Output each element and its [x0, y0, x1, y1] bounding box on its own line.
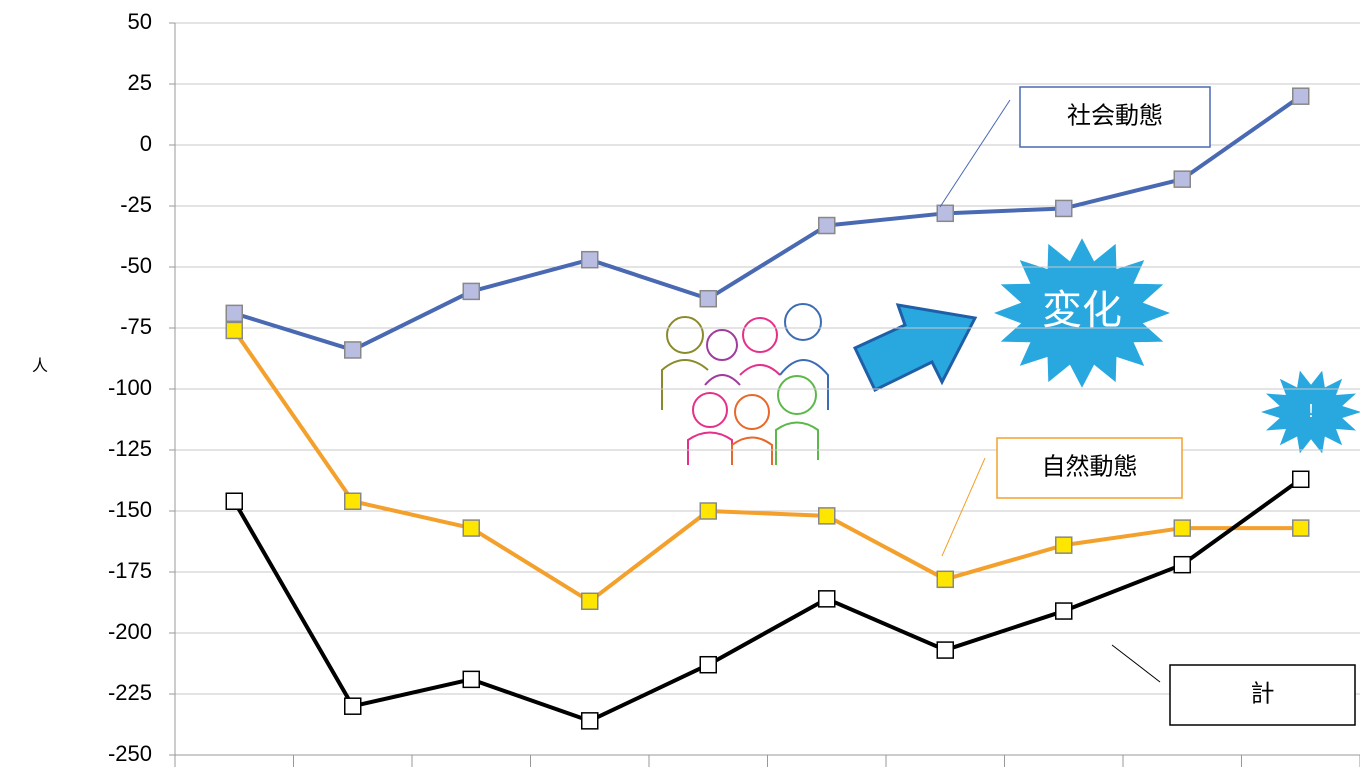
y-tick-label: 50: [128, 9, 152, 34]
data-marker: [1056, 603, 1072, 619]
data-marker: [700, 503, 716, 519]
data-marker: [226, 493, 242, 509]
y-tick-label: -100: [108, 375, 152, 400]
y-tick-label: 25: [128, 70, 152, 95]
legend-label: 社会動態: [1067, 102, 1163, 129]
legend-label: 計: [1251, 680, 1275, 707]
legend-label: 自然動態: [1042, 453, 1138, 480]
data-marker: [819, 591, 835, 607]
data-marker: [819, 218, 835, 234]
data-marker: [1293, 88, 1309, 104]
y-tick-label: 0: [140, 131, 152, 156]
page: {"chart_data": {"type": "line", "y_label…: [0, 0, 1360, 772]
data-marker: [582, 252, 598, 268]
data-marker: [345, 493, 361, 509]
data-marker: [1056, 537, 1072, 553]
y-tick-label: -250: [108, 741, 152, 766]
data-marker: [463, 283, 479, 299]
callout-line: [1112, 645, 1160, 682]
callout-line: [940, 100, 1010, 207]
burst-text: !: [1308, 401, 1313, 421]
data-marker: [345, 342, 361, 358]
data-marker: [937, 571, 953, 587]
data-marker: [582, 593, 598, 609]
data-marker: [226, 305, 242, 321]
y-tick-label: -125: [108, 436, 152, 461]
y-tick-label: -75: [120, 314, 152, 339]
y-axis-label: 人: [32, 357, 48, 375]
data-marker: [226, 322, 242, 338]
y-tick-label: -50: [120, 253, 152, 278]
data-marker: [700, 657, 716, 673]
series-line: [234, 479, 1301, 721]
y-tick-label: -225: [108, 680, 152, 705]
data-marker: [1056, 200, 1072, 216]
y-tick-label: -25: [120, 192, 152, 217]
burst-text: 変化: [1042, 289, 1122, 333]
data-marker: [1293, 471, 1309, 487]
data-marker: [937, 205, 953, 221]
data-marker: [937, 642, 953, 658]
chart: 人 変化 ! -250-225-200-175-150-125-100-75-5…: [0, 0, 1360, 767]
callout-line: [942, 458, 985, 556]
y-tick-label: -150: [108, 497, 152, 522]
data-marker: [1293, 520, 1309, 536]
data-marker: [463, 671, 479, 687]
data-marker: [1174, 520, 1190, 536]
data-marker: [700, 291, 716, 307]
data-marker: [1174, 171, 1190, 187]
y-tick-label: -175: [108, 558, 152, 583]
data-marker: [582, 713, 598, 729]
data-marker: [819, 508, 835, 524]
data-marker: [1174, 557, 1190, 573]
y-tick-label: -200: [108, 619, 152, 644]
arrow-icon: [855, 305, 975, 390]
data-marker: [345, 698, 361, 714]
data-marker: [463, 520, 479, 536]
